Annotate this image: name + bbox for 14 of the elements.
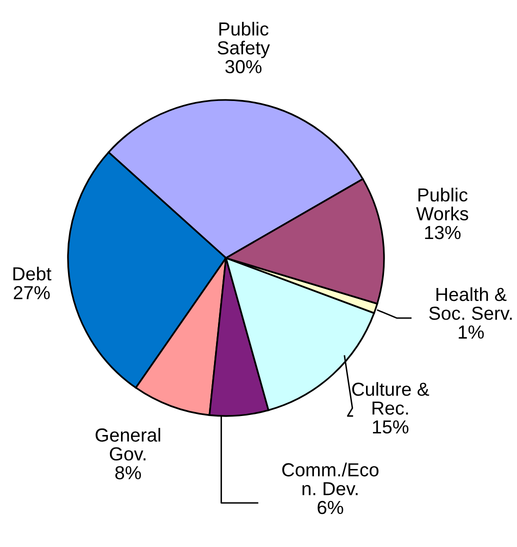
slice-label: Public Works [416,188,468,220]
slice-label: Debt [13,266,52,280]
data-label: 27% [14,286,50,300]
data-label: 1% [458,326,484,339]
slice-label: Comm./Eco n. Dev. [282,462,378,496]
slice-label: Public Safety [218,22,270,58]
data-label: 8% [115,466,141,480]
data-label: 13% [425,226,461,240]
data-label: 30% [225,60,262,74]
slice-label: Culture & Rec. [352,382,430,415]
slice-label: Health & Soc. Serv. [429,287,512,320]
data-label: 6% [318,500,344,514]
data-label: 15% [372,420,408,434]
slice-label: General Gov. [96,428,160,461]
